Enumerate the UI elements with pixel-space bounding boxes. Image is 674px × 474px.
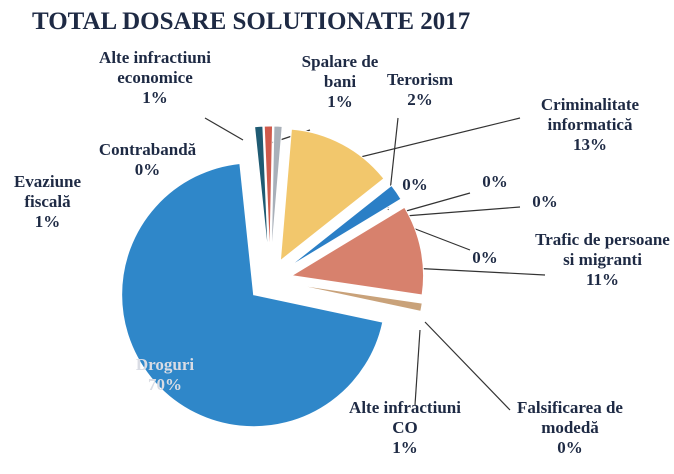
slice-label: 0% [465, 248, 505, 268]
slice-label: Criminalitate informatică 13% [515, 95, 665, 155]
value-label: 70% [148, 375, 182, 394]
leader-lines [204, 117, 546, 411]
slice-label: Spalare de bani 1% [285, 52, 395, 112]
slice-label: 0% [395, 175, 435, 195]
category-label: Falsificarea de modedă [517, 398, 623, 437]
category-label: Spalare de bani [301, 52, 379, 91]
category-label: Droguri [135, 355, 195, 374]
category-label: Terorism [386, 70, 454, 89]
category-label: Alte infractiuni economice [99, 48, 211, 87]
value-label: 2% [407, 90, 433, 109]
slice-label: Terorism 2% [380, 70, 460, 110]
value-label: 1% [34, 212, 61, 231]
pie-slice [288, 199, 402, 270]
slice-label: 0% [475, 172, 515, 192]
pie-slice [270, 125, 283, 259]
value-label: 0% [482, 172, 508, 191]
slice-label: Alte infractiuni economice 1% [95, 48, 215, 108]
pie-slice [290, 206, 425, 296]
chart-title: TOTAL DOSARE SOLUTIONATE 2017 [32, 8, 471, 35]
slice-label: Droguri 70% [95, 355, 235, 395]
slice-label: Trafic de persoane si migranti 11% [535, 230, 670, 290]
value-label: 1% [327, 92, 353, 111]
category-label: Trafic de persoane si migranti [535, 230, 670, 269]
pie-slice [279, 128, 385, 262]
category-label: Contrabandă [98, 140, 197, 159]
value-label: 13% [573, 135, 607, 154]
value-label: 1% [142, 88, 168, 107]
pie-slice [291, 283, 423, 312]
category-label: Criminalitate informatică [540, 95, 640, 134]
category-label: Evaziune fiscală [13, 172, 82, 211]
value-label: 0% [134, 160, 161, 179]
slice-label: Evaziune fiscală 1% [0, 172, 95, 232]
pie-slice [254, 125, 269, 259]
category-label: Alte infractiuni CO [349, 398, 461, 437]
slice-label: Contrabandă 0% [85, 140, 210, 180]
pie-slice [263, 125, 274, 259]
slice-label: Alte infractiuni CO 1% [335, 398, 475, 458]
value-label: 11% [585, 270, 620, 289]
value-label: 0% [557, 438, 583, 457]
slice-label: Falsificarea de modedă 0% [495, 398, 645, 458]
value-label: 1% [392, 438, 418, 457]
value-label: 0% [532, 192, 558, 211]
slice-label: 0% [525, 192, 565, 212]
pie-slice [287, 184, 402, 268]
value-label: 0% [402, 175, 428, 194]
pie-slice [121, 162, 384, 428]
value-label: 0% [472, 248, 498, 267]
